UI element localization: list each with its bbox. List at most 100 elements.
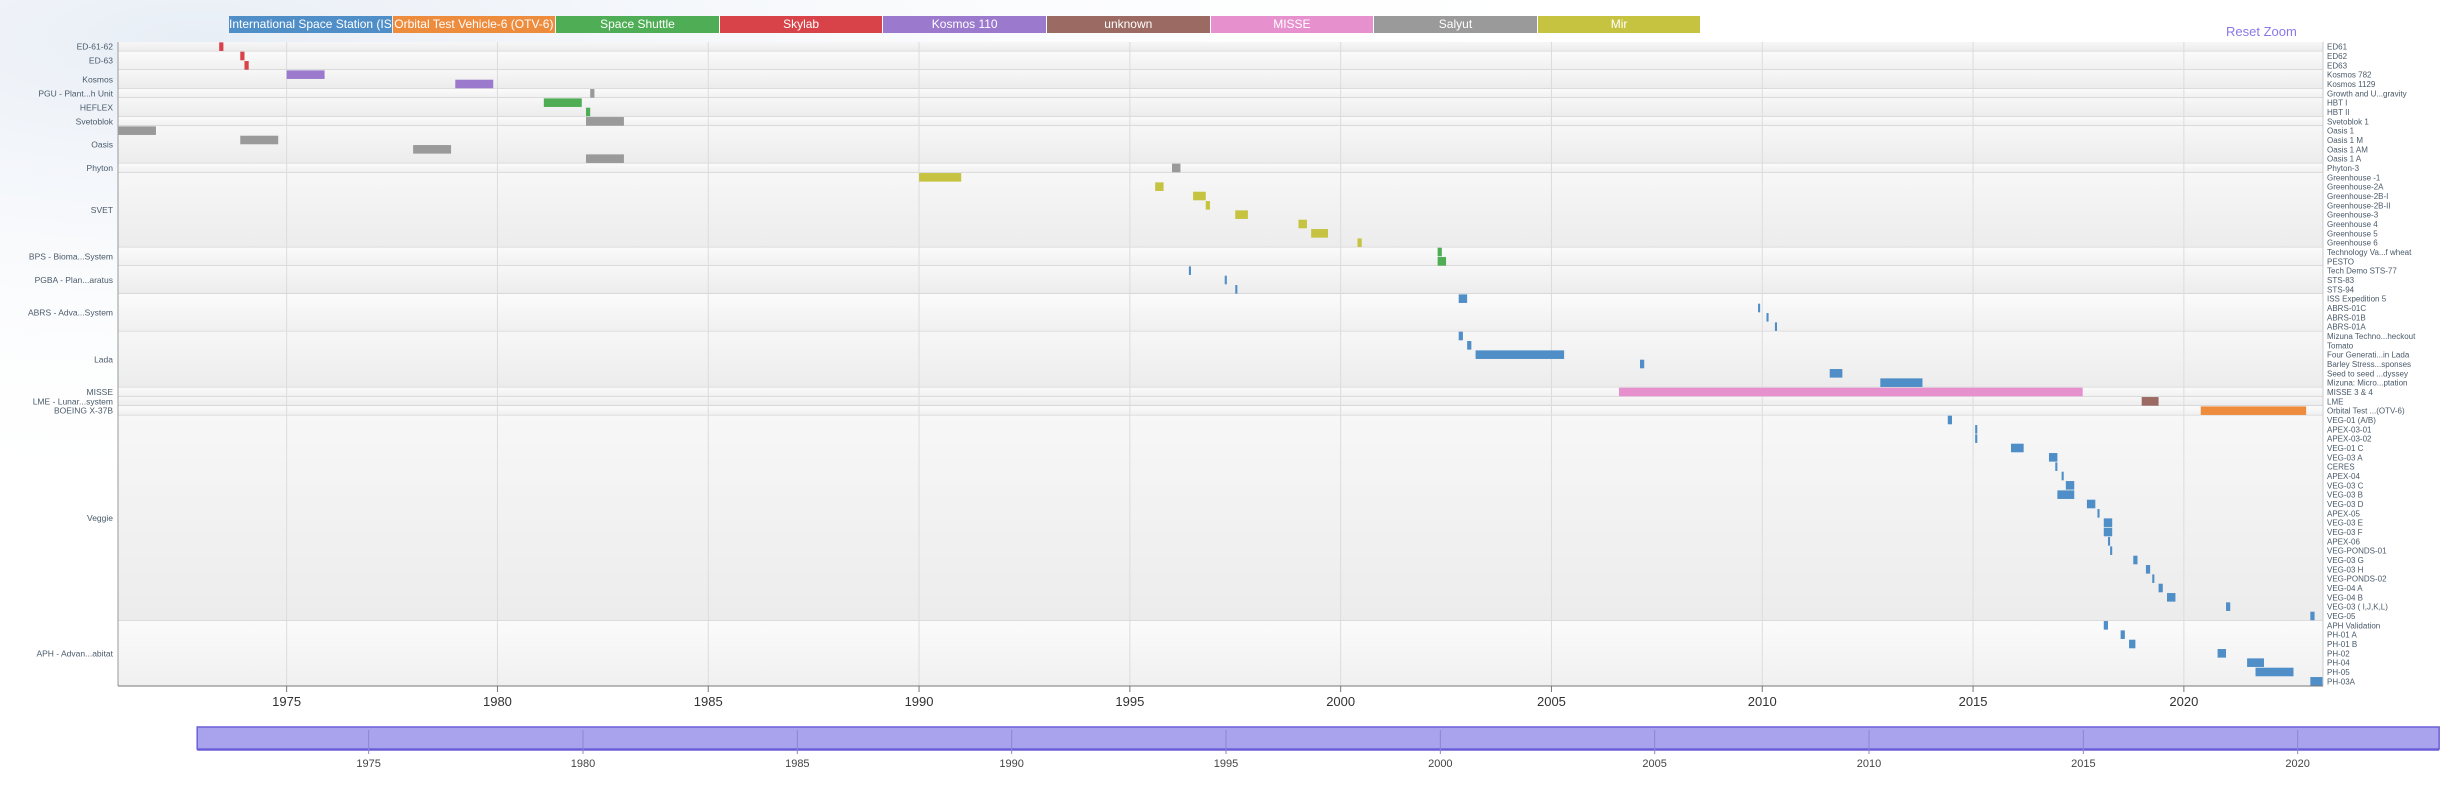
timeline-bar bbox=[585, 117, 624, 126]
group-label: APH - Advan...abitat bbox=[36, 648, 113, 658]
row-label: Oasis 1 bbox=[2327, 127, 2355, 136]
row-label: VEG-03 E bbox=[2327, 519, 2363, 528]
row-label: Seed to seed ...dyssey bbox=[2327, 369, 2408, 378]
timeline-bar bbox=[1155, 182, 1164, 191]
row-label: VEG-03 F bbox=[2327, 528, 2363, 537]
reset-zoom-button[interactable]: Reset Zoom bbox=[2226, 24, 2297, 39]
legend-item[interactable]: Space Shuttle bbox=[556, 16, 719, 33]
row-label: MISSE 3 & 4 bbox=[2327, 388, 2373, 397]
timeline-bar bbox=[2247, 658, 2264, 667]
group-label: SVET bbox=[91, 205, 113, 215]
row-label: VEG-03 A bbox=[2327, 453, 2363, 462]
row-label: Greenhouse 6 bbox=[2327, 239, 2378, 248]
navigator-tick-label: 1980 bbox=[571, 758, 595, 770]
timeline-bar bbox=[1947, 415, 1952, 425]
row-label: ABRS-01A bbox=[2327, 323, 2366, 332]
row-label: APH Validation bbox=[2327, 621, 2380, 630]
row-label: Four Generati...in Lada bbox=[2327, 351, 2410, 360]
row-label: VEG-03 H bbox=[2327, 565, 2364, 574]
row-label: VEG-PONDS-01 bbox=[2327, 547, 2387, 556]
timeline-bar bbox=[2141, 397, 2159, 406]
timeline-bar bbox=[1467, 341, 1472, 350]
timeline-bar bbox=[1618, 387, 2083, 397]
row-label: APEX-06 bbox=[2327, 537, 2360, 546]
x-tick-label: 2005 bbox=[1537, 694, 1566, 709]
timeline-bar bbox=[2103, 518, 2113, 527]
row-label: PH-01 A bbox=[2327, 631, 2357, 640]
timeline-bar bbox=[1437, 247, 1442, 257]
timeline-bar bbox=[1235, 210, 1248, 219]
row-label: ED61 bbox=[2327, 43, 2348, 52]
timeline-bar bbox=[1311, 229, 1329, 238]
timeline-bar bbox=[1639, 359, 1645, 369]
group-band bbox=[118, 406, 2323, 416]
timeline-bar bbox=[2217, 649, 2227, 658]
timeline-bar bbox=[2048, 453, 2058, 462]
legend-item[interactable]: Salyut bbox=[1374, 16, 1537, 33]
group-band bbox=[118, 88, 2323, 98]
group-labels: ED-61-62 ED-63 Kosmos PGU - Plant...h Unit H… bbox=[28, 42, 114, 659]
row-label: VEG-05 bbox=[2327, 612, 2356, 621]
timeline-bar bbox=[1829, 369, 1843, 378]
row-label: Svetoblok 1 bbox=[2327, 117, 2369, 126]
navigator-selection[interactable] bbox=[196, 726, 2440, 750]
row-label: ISS Expedition 5 bbox=[2327, 295, 2387, 304]
legend-item[interactable]: Orbital Test Vehicle-6 (OTV-6) bbox=[392, 16, 556, 33]
group-label: Lada bbox=[94, 354, 113, 364]
x-tick-label: 2010 bbox=[1748, 694, 1777, 709]
row-label: Oasis 1 AM bbox=[2327, 145, 2368, 154]
group-label: Kosmos bbox=[82, 74, 113, 84]
timeline-bar bbox=[1458, 294, 1468, 303]
timeline-bar bbox=[1205, 201, 1210, 210]
row-label: PH-01 B bbox=[2327, 640, 2357, 649]
row-label: APEX-03-01 bbox=[2327, 425, 2372, 434]
x-tick-label: 1990 bbox=[905, 694, 934, 709]
row-label: STS-94 bbox=[2327, 285, 2355, 294]
navigator-tick-label: 2000 bbox=[1428, 758, 1452, 770]
legend-item[interactable]: Skylab bbox=[719, 16, 883, 33]
timeline-bar bbox=[2167, 593, 2176, 602]
group-label: LME - Lunar...system bbox=[33, 396, 113, 406]
time-navigator[interactable]: 1975 1980 1985 1990 1995 2000 2005 2010 2015 2020 bbox=[196, 726, 2440, 770]
timeline-bar bbox=[2061, 471, 2064, 481]
row-label: Orbital Test ...(OTV-6) bbox=[2327, 407, 2405, 416]
row-label: Oasis 1 M bbox=[2327, 136, 2363, 145]
timeline-bar bbox=[2255, 667, 2294, 677]
legend-item[interactable]: Kosmos 110 bbox=[883, 16, 1046, 33]
legend-item[interactable]: Mir bbox=[1537, 16, 1701, 33]
timeline-bar bbox=[2200, 406, 2307, 415]
group-label: BOEING X-37B bbox=[54, 406, 113, 416]
timeline-bar bbox=[2055, 462, 2058, 471]
row-label: HBT I bbox=[2327, 99, 2347, 108]
group-band bbox=[118, 163, 2323, 173]
group-label: Oasis bbox=[91, 140, 113, 150]
timeline-bar bbox=[286, 70, 325, 79]
row-label: Kosmos 1129 bbox=[2327, 80, 2376, 89]
timeline-bar bbox=[118, 126, 156, 135]
timeline-bar bbox=[2310, 611, 2315, 621]
row-label: PH-05 bbox=[2327, 668, 2350, 677]
x-tick-label: 2015 bbox=[1959, 694, 1988, 709]
timeline-bar bbox=[240, 135, 279, 145]
row-label: APEX-03-02 bbox=[2327, 435, 2372, 444]
row-label: Greenhouse-2A bbox=[2327, 183, 2384, 192]
row-label: VEG-03 G bbox=[2327, 556, 2364, 565]
row-label: Kosmos 782 bbox=[2327, 71, 2372, 80]
row-label: Phyton-3 bbox=[2327, 164, 2360, 173]
timeline-bar bbox=[585, 154, 624, 163]
row-label: APEX-05 bbox=[2327, 509, 2360, 518]
timeline-bar bbox=[244, 61, 249, 70]
row-label: STS-83 bbox=[2327, 276, 2355, 285]
row-label: VEG-04 A bbox=[2327, 584, 2363, 593]
group-label: ED-63 bbox=[89, 56, 113, 66]
grid-lines bbox=[286, 42, 2185, 686]
row-label: ED62 bbox=[2327, 52, 2348, 61]
legend-item[interactable]: International Space Station (ISS) bbox=[229, 16, 392, 33]
legend-item[interactable]: MISSE bbox=[1210, 16, 1374, 33]
x-tick-label: 1995 bbox=[1115, 694, 1144, 709]
timeline-bar bbox=[2158, 583, 2163, 593]
legend-item[interactable]: unknown bbox=[1047, 16, 1210, 33]
row-label: VEG-PONDS-02 bbox=[2327, 575, 2387, 584]
row-label: Greenhouse-2B-I bbox=[2327, 192, 2388, 201]
timeline-bar bbox=[1758, 303, 1761, 313]
